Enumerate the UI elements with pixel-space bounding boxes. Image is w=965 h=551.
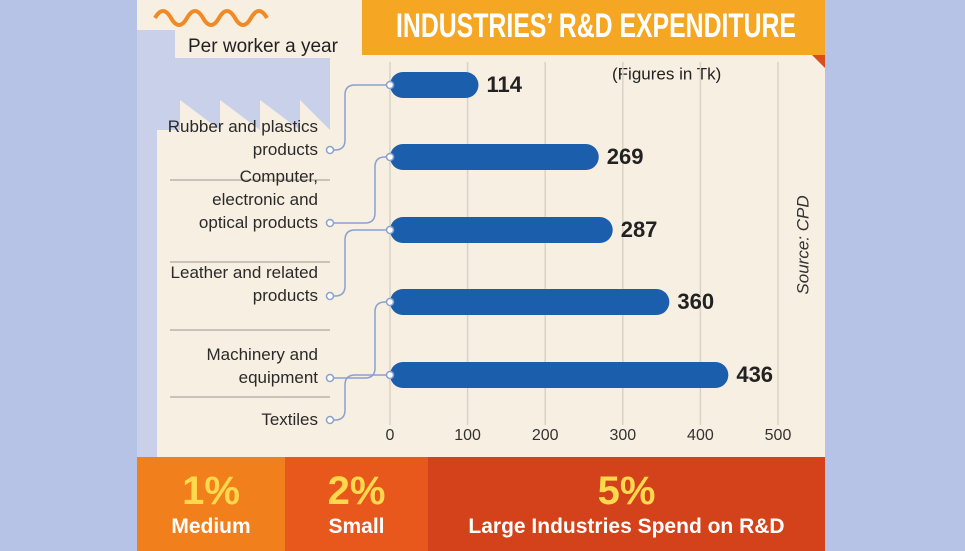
connector xyxy=(334,301,390,379)
banner-fold xyxy=(812,55,825,68)
label-separators xyxy=(170,179,330,398)
x-tick-label: 300 xyxy=(609,427,636,444)
chart-title: INDUSTRIES’ R&D EXPENDITURE xyxy=(396,7,796,45)
connector xyxy=(334,374,390,421)
title-banner xyxy=(362,0,825,55)
x-tick-label: 400 xyxy=(687,427,714,444)
connector-dot xyxy=(325,415,335,425)
x-tick-label: 0 xyxy=(386,427,395,444)
connector-dot xyxy=(325,145,335,155)
footer-cell: 2% Small xyxy=(285,457,428,551)
connector-dot xyxy=(385,80,395,90)
footer-cell: 1% Medium xyxy=(137,457,285,551)
subtitle-box xyxy=(175,30,362,58)
x-tick-label: 200 xyxy=(532,427,559,444)
connector xyxy=(334,84,390,151)
plot: 0 100 200 300 400 500 114 269 287 360 436 xyxy=(325,62,792,444)
connector-dot xyxy=(325,291,335,301)
value-label: 114 xyxy=(486,72,522,97)
footer-label: Medium xyxy=(171,515,251,538)
value-label: 436 xyxy=(736,362,773,387)
connector-dot xyxy=(385,225,395,235)
x-tick-label: 100 xyxy=(454,427,481,444)
connector-dot xyxy=(325,373,335,383)
bar xyxy=(390,362,729,388)
category-label: Textiles xyxy=(261,410,318,429)
connector-dot xyxy=(385,152,395,162)
connector xyxy=(334,229,390,297)
value-label: 360 xyxy=(677,289,714,314)
category-label: Computer, electronic and optical product… xyxy=(198,167,318,232)
wave-icon xyxy=(153,9,269,27)
value-label: 269 xyxy=(607,144,644,169)
bar xyxy=(390,289,670,315)
bar xyxy=(390,72,479,98)
source: Source: CPD xyxy=(793,195,812,294)
category-label: Leather and related products xyxy=(170,263,318,305)
bar xyxy=(390,217,613,243)
connector xyxy=(334,156,390,224)
footer-percent: 2% xyxy=(327,469,386,513)
value-label: 287 xyxy=(621,217,658,242)
subtitle: Per worker a year xyxy=(188,36,339,57)
footer-label: Large Industries Spend on R&D xyxy=(468,515,785,538)
footer-percent: 5% xyxy=(597,469,656,513)
category-label: Rubber and plastics products xyxy=(167,117,318,159)
connector-dot xyxy=(385,297,395,307)
footer-label: Small xyxy=(328,515,385,538)
bar xyxy=(390,144,599,170)
unit-note: (Figures in Tk) xyxy=(612,64,721,83)
x-tick-label: 500 xyxy=(765,427,792,444)
footer-percent: 1% xyxy=(182,469,240,513)
footer-cell: 5% Large Industries Spend on R&D xyxy=(428,457,825,551)
left-strip xyxy=(137,130,157,457)
connector-dot xyxy=(385,370,395,380)
category-label: Machinery and equipment xyxy=(206,345,318,387)
connector-dot xyxy=(325,218,335,228)
